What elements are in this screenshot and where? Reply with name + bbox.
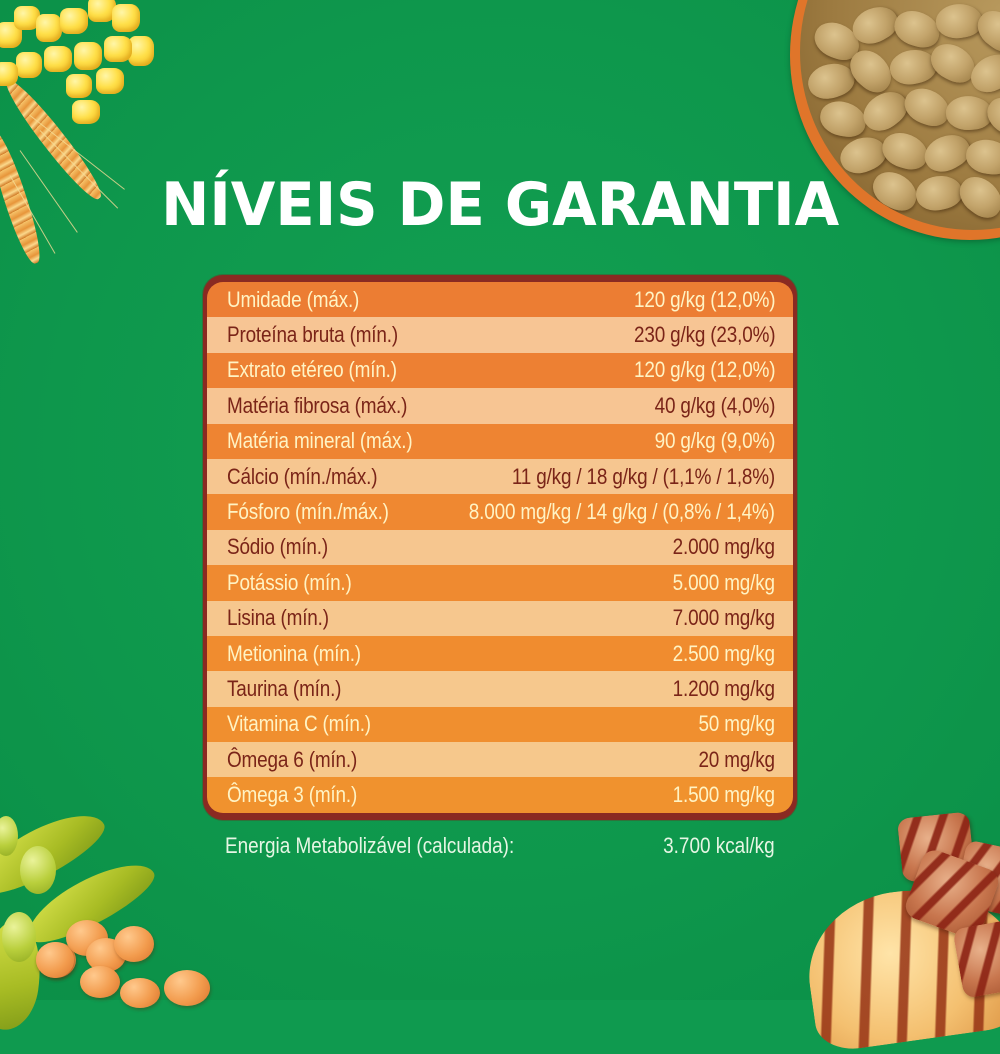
table-row: Extrato etéreo (mín.) 120 g/kg (12,0%) xyxy=(207,352,793,389)
row-label: Ômega 3 (mín.) xyxy=(227,782,358,808)
table-row: Potássio (mín.) 5.000 mg/kg xyxy=(207,565,793,601)
table-row: Vitamina C (mín.) 50 mg/kg xyxy=(207,706,793,743)
row-value: 90 g/kg (9,0%) xyxy=(654,428,775,454)
soybeans-image xyxy=(0,799,230,1034)
row-label: Vitamina C (mín.) xyxy=(227,711,371,737)
energy-value: 3.700 kcal/kg xyxy=(663,833,775,858)
corn-wheat-image xyxy=(0,0,180,280)
row-label: Potássio (mín.) xyxy=(227,569,352,595)
table-row: Umidade (máx.) 120 g/kg (12,0%) xyxy=(207,282,793,318)
table-row: Proteína bruta (mín.) 230 g/kg (23,0%) xyxy=(207,317,793,353)
table-row: Cálcio (mín./máx.) 11 g/kg / 18 g/kg / (1… xyxy=(207,458,793,495)
table-row: Metionina (mín.) 2.500 mg/kg xyxy=(207,635,793,672)
row-value: 40 g/kg (4,0%) xyxy=(654,392,775,418)
row-label: Sódio (mín.) xyxy=(227,534,328,560)
row-value: 120 g/kg (12,0%) xyxy=(633,286,776,312)
row-value: 5.000 mg/kg xyxy=(672,569,775,595)
row-value: 50 mg/kg xyxy=(698,711,776,737)
row-value: 20 mg/kg xyxy=(698,746,776,772)
row-label: Taurina (mín.) xyxy=(227,675,342,701)
guarantee-levels-table: Umidade (máx.) 120 g/kg (12,0%) Proteína … xyxy=(203,275,797,820)
energy-label: Energia Metabolizável (calculada): xyxy=(225,833,515,858)
table-row: Taurina (mín.) 1.200 mg/kg xyxy=(207,671,793,707)
row-label: Cálcio (mín./máx.) xyxy=(227,463,378,489)
row-label: Fósforo (mín./máx.) xyxy=(227,499,389,525)
row-label: Metionina (mín.) xyxy=(227,640,361,666)
table-row: Sódio (mín.) 2.000 mg/kg xyxy=(207,529,793,566)
row-label: Extrato etéreo (mín.) xyxy=(227,357,397,383)
row-label: Lisina (mín.) xyxy=(227,605,329,631)
title-text: NÍVEIS DE GARANTIA xyxy=(160,170,840,240)
row-value: 11 g/kg / 18 g/kg / (1,1% / 1,8%) xyxy=(511,463,775,489)
row-value: 1.200 mg/kg xyxy=(672,675,775,701)
row-label: Proteína bruta (mín.) xyxy=(227,322,398,348)
row-label: Matéria mineral (máx.) xyxy=(227,428,413,454)
metabolizable-energy: Energia Metabolizável (calculada): 3.700… xyxy=(225,833,775,859)
row-value: 120 g/kg (12,0%) xyxy=(633,357,776,383)
table-row: Lisina (mín.) 7.000 mg/kg xyxy=(207,600,793,636)
row-label: Ômega 6 (mín.) xyxy=(227,746,358,772)
table-row: Ômega 6 (mín.) 20 mg/kg xyxy=(207,742,793,778)
table-row: Ômega 3 (mín.) 1.500 mg/kg xyxy=(207,777,793,813)
page-title: NÍVEIS DE GARANTIA xyxy=(0,167,1000,243)
row-value: 230 g/kg (23,0%) xyxy=(633,322,776,348)
row-value: 8.000 mg/kg / 14 g/kg / (0,8% / 1,4%) xyxy=(469,499,775,525)
row-value: 1.500 mg/kg xyxy=(672,782,775,808)
row-value: 2.500 mg/kg xyxy=(672,640,775,666)
table-row: Matéria mineral (máx.) 90 g/kg (9,0%) xyxy=(207,423,793,459)
table-row: Matéria fibrosa (máx.) 40 g/kg (4,0%) xyxy=(207,388,793,424)
row-label: Matéria fibrosa (máx.) xyxy=(227,392,408,418)
row-value: 2.000 mg/kg xyxy=(672,534,775,560)
row-label: Umidade (máx.) xyxy=(227,286,360,312)
row-value: 7.000 mg/kg xyxy=(672,605,775,631)
table-row: Fósforo (mín./máx.) 8.000 mg/kg / 14 g/kg… xyxy=(207,494,793,530)
